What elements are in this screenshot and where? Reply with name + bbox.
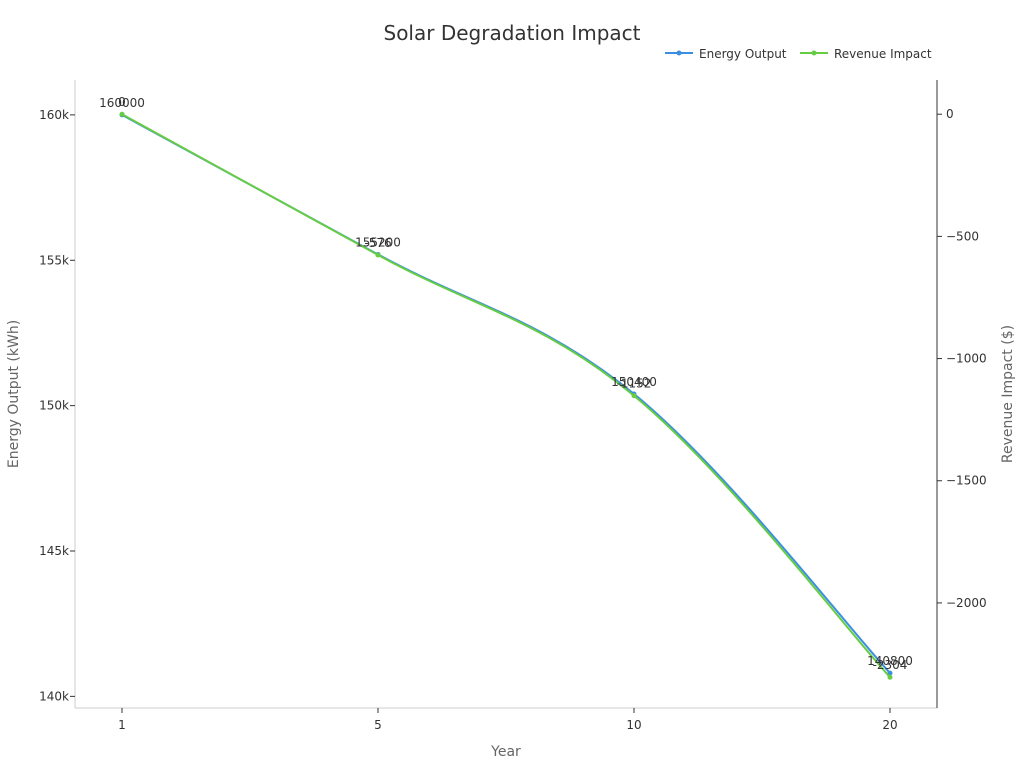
series-layer (119, 111, 893, 680)
y-right-tick-label: −1000 (946, 352, 987, 366)
chart-title: Solar Degradation Impact (384, 21, 641, 45)
y-right-tick-label: −1500 (946, 474, 987, 488)
y-left-tick-label: 140k (39, 689, 69, 703)
data-label: 150400 (611, 375, 657, 389)
x-tick-label: 5 (374, 718, 382, 732)
x-tick-label: 10 (626, 718, 641, 732)
x-axis-title: Year (490, 744, 521, 760)
y-axis-left-title: Energy Output (kWh) (6, 320, 22, 468)
y-left-tick-label: 160k (39, 108, 69, 122)
y-left-tick-label: 155k (39, 253, 69, 267)
data-label: -576 (364, 236, 391, 250)
y-left-tick-label: 150k (39, 399, 69, 413)
data-point (119, 111, 125, 117)
x-tick-label: 1 (118, 718, 126, 732)
data-point (375, 252, 381, 258)
y-right-tick-label: −2000 (946, 596, 987, 610)
axes: 140k 145k 150k 155k 160k 0 −500 −1000 −1500 −2000… (39, 80, 987, 732)
series-line-0 (121, 114, 891, 674)
legend-swatch-marker (676, 50, 682, 56)
legend-label: Revenue Impact (834, 47, 932, 61)
legend: Energy Output Revenue Impact (665, 47, 932, 61)
data-labels: 160000 155200 150400 140800 0 -576 -1152 -2304 (99, 95, 913, 672)
data-label: 0 (118, 95, 126, 109)
data-point (631, 393, 637, 399)
legend-label: Energy Output (699, 47, 787, 61)
legend-swatch-marker (811, 50, 817, 56)
data-point (887, 674, 893, 680)
data-label: 140800 (867, 654, 913, 668)
y-right-tick-label: 0 (946, 107, 954, 121)
data-label: -1152 (617, 377, 652, 391)
y-right-tick-label: −500 (946, 229, 979, 243)
data-label: 160000 (99, 96, 145, 110)
data-label: -2304 (873, 658, 908, 672)
series-line-1 (121, 113, 891, 678)
x-tick-label: 20 (882, 718, 897, 732)
data-label: 155200 (355, 235, 401, 249)
y-left-tick-label: 145k (39, 544, 69, 558)
y-axis-right-title: Revenue Impact ($) (1000, 325, 1016, 463)
